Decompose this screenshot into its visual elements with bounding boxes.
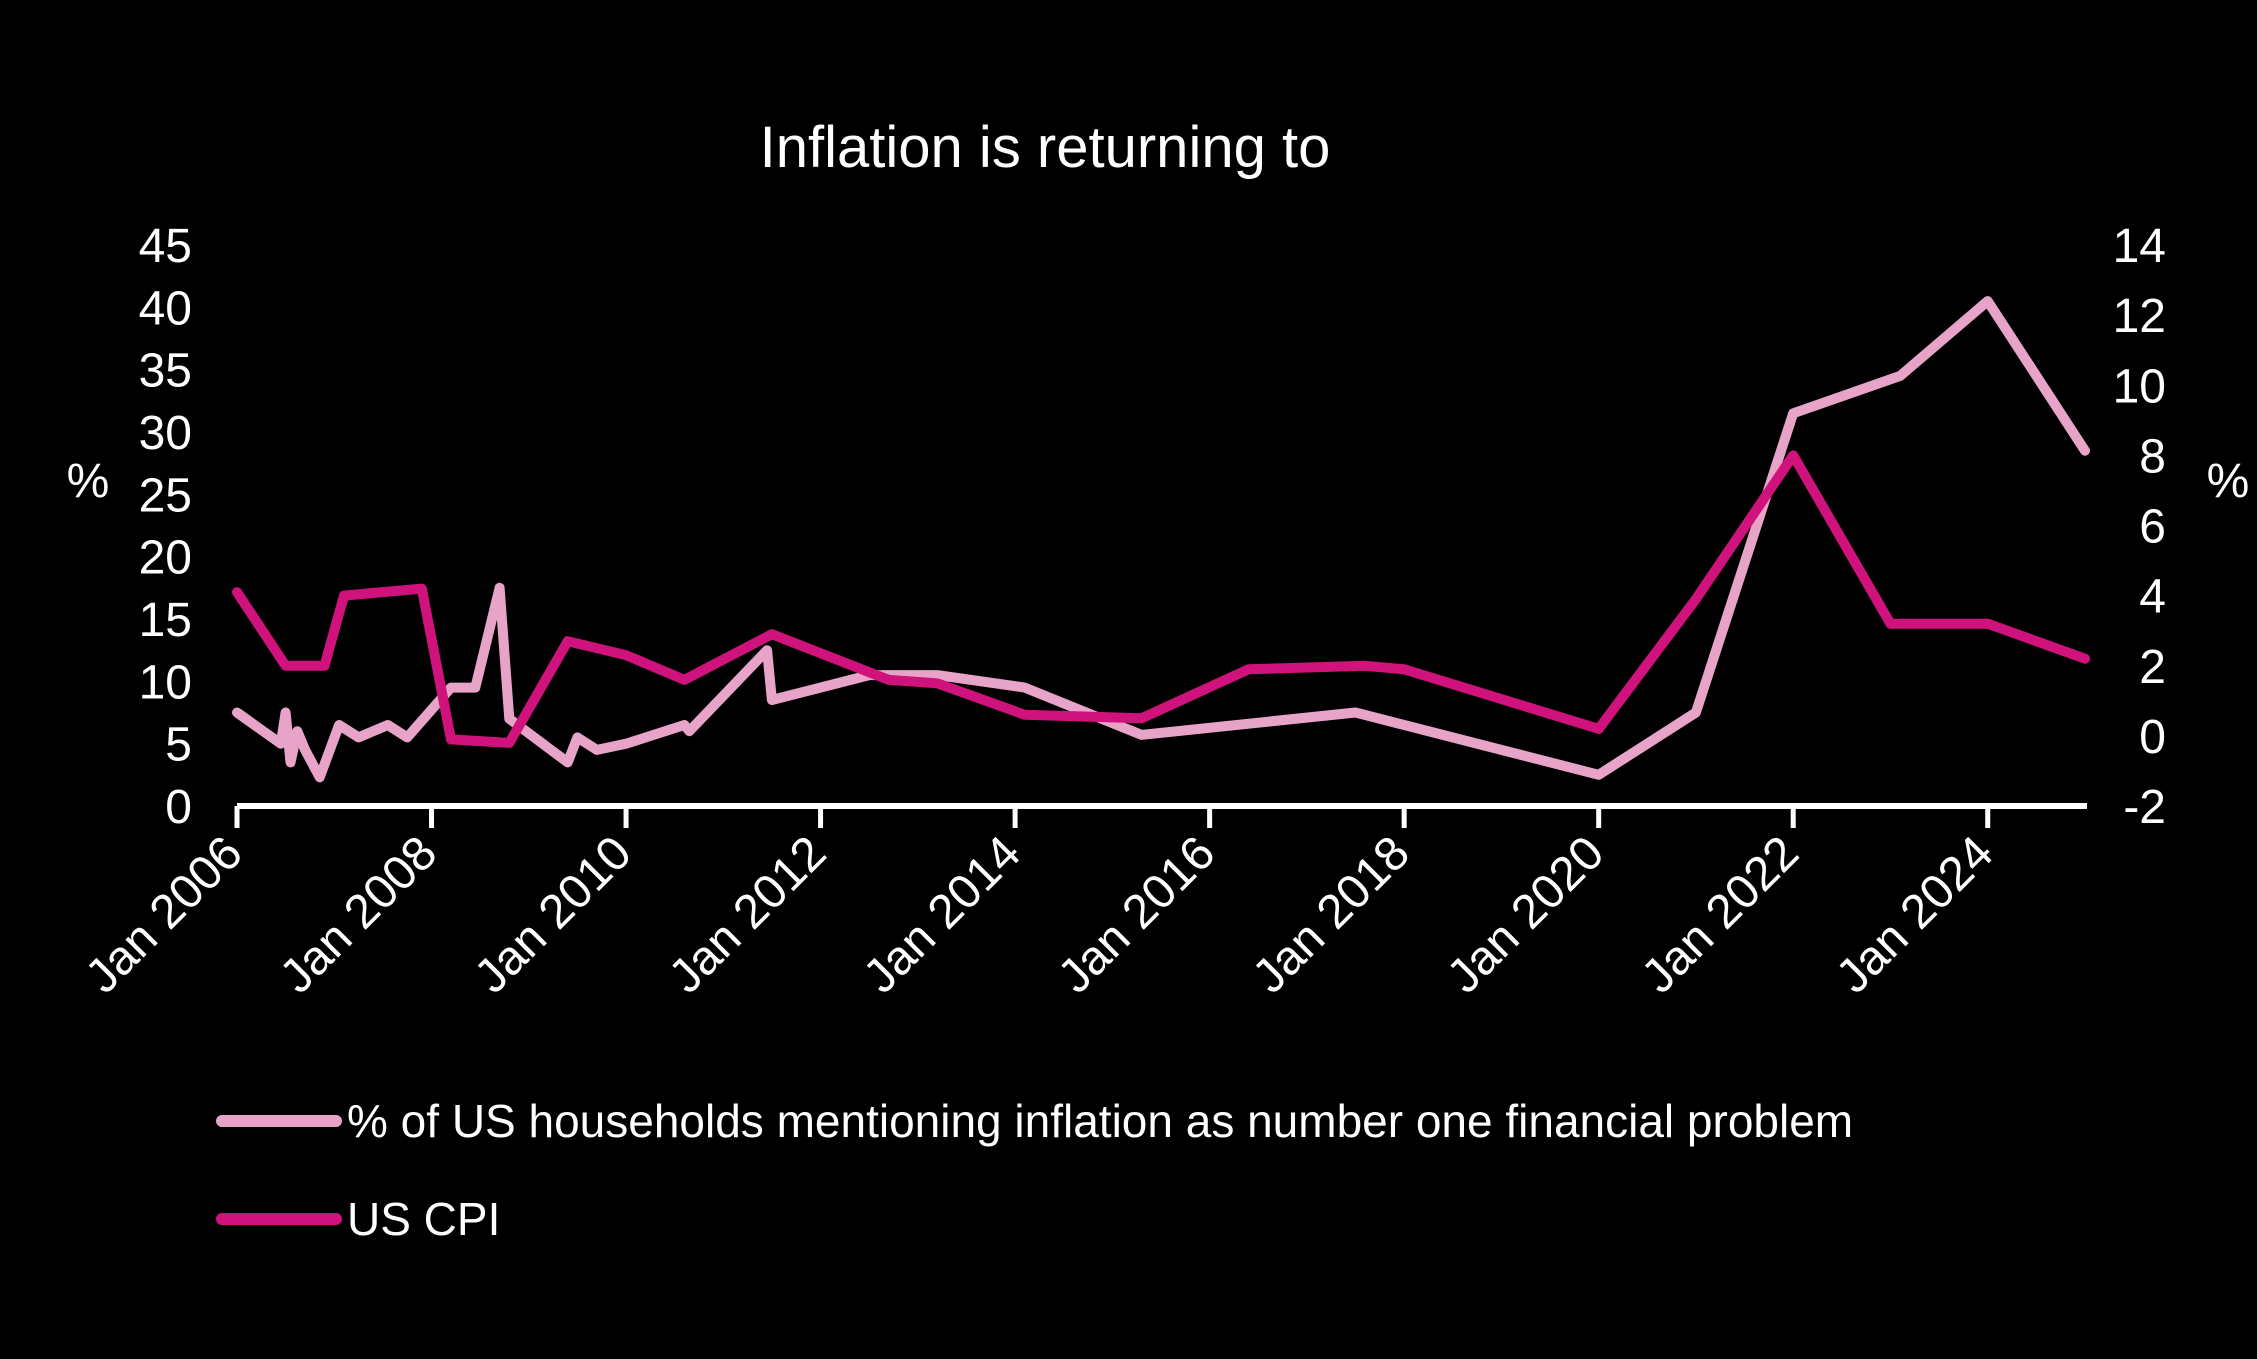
right-axis-tick-label: 14 — [2113, 220, 2166, 273]
left-axis-tick-label: 25 — [139, 469, 192, 522]
left-axis-unit: % — [67, 455, 110, 508]
legend-label: % of US households mentioning inflation … — [347, 1095, 1853, 1147]
right-axis-tick-label: 2 — [2139, 641, 2166, 694]
left-axis-tick-label: 40 — [139, 282, 192, 335]
series-line-households-inflation — [232, 296, 2090, 783]
right-axis-tick-label: 0 — [2139, 711, 2166, 764]
left-axis-tick-label: 0 — [165, 781, 192, 834]
series-lines — [232, 296, 2090, 783]
left-axis-tick-label: 30 — [139, 407, 192, 460]
series-line-us-cpi — [232, 450, 2090, 748]
chart-title: Inflation is returning to — [760, 115, 1331, 180]
left-axis-tick-label: 45 — [139, 220, 192, 273]
right-axis-tick-label: 6 — [2139, 501, 2166, 554]
left-axis-tick-label: 35 — [139, 345, 192, 398]
right-axis-tick-label: 8 — [2139, 430, 2166, 483]
left-axis-ticks: 45 40 35 30 25 20 15 10 5 0 — [139, 220, 192, 834]
legend: % of US households mentioning inflation … — [216, 1095, 1853, 1245]
right-axis-unit: % — [2207, 455, 2250, 508]
left-axis-tick-label: 20 — [139, 532, 192, 585]
left-axis-tick-label: 5 — [165, 719, 192, 772]
right-axis-tick-label: -2 — [2123, 781, 2166, 834]
right-axis-ticks: 14 12 10 8 6 4 2 0 -2 — [2113, 220, 2166, 834]
right-axis-tick-label: 4 — [2139, 571, 2166, 624]
left-axis-tick-label: 15 — [139, 594, 192, 647]
right-axis-tick-label: 10 — [2113, 360, 2166, 413]
left-axis-tick-label: 10 — [139, 656, 192, 709]
legend-label: US CPI — [347, 1193, 500, 1245]
right-axis-tick-label: 12 — [2113, 290, 2166, 343]
